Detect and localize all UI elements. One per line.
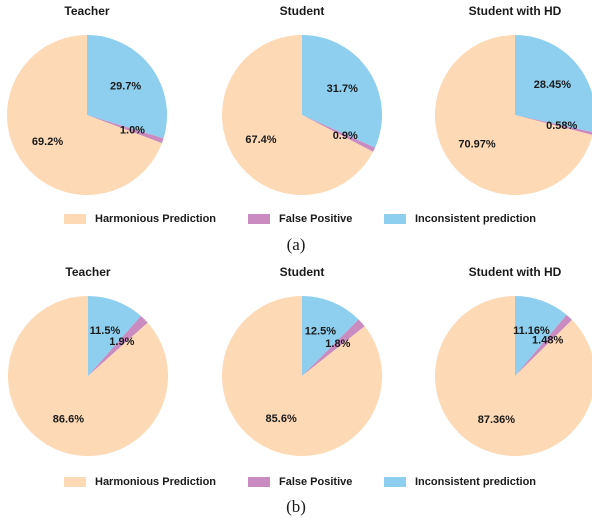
slice-label: 0.9% — [333, 130, 358, 142]
legend-label: Inconsistent prediction — [415, 213, 536, 225]
pie-slice — [87, 35, 167, 139]
legend-label: Harmonious Prediction — [95, 476, 216, 488]
legend-label: False Positive — [279, 213, 352, 225]
legend-swatch — [248, 214, 270, 224]
legend-swatch — [64, 214, 86, 224]
slice-label: 0.58% — [546, 120, 577, 132]
legend-swatch — [384, 477, 406, 487]
slice-label: 1.9% — [109, 336, 134, 348]
slice-label: 11.5% — [90, 325, 121, 337]
legend-swatch — [384, 214, 406, 224]
slice-label: 70.97% — [458, 138, 496, 150]
slice-label: 12.5% — [305, 326, 336, 338]
pie-slice — [88, 296, 141, 376]
pie-title: Teacher — [65, 265, 110, 279]
pie-title: Student — [280, 265, 325, 279]
pie-slice — [222, 35, 374, 195]
legend-swatch — [248, 477, 270, 487]
pie-slice — [88, 315, 148, 376]
pie-slice — [87, 115, 164, 144]
slice-label: 28.45% — [534, 79, 572, 91]
slice-label: 1.8% — [325, 338, 350, 350]
legend-label: False Positive — [279, 476, 352, 488]
slice-label: 29.7% — [110, 80, 141, 92]
pie-slice — [435, 296, 592, 456]
slice-label: 31.7% — [327, 83, 358, 95]
pie-slice — [515, 35, 592, 132]
slice-label: 1.48% — [532, 335, 563, 347]
pie-slice — [7, 296, 168, 457]
pie-slice — [435, 35, 592, 195]
slice-label: 69.2% — [32, 136, 63, 148]
legend-label: Harmonious Prediction — [95, 213, 216, 225]
pie-slice — [515, 115, 592, 135]
legend-label: Inconsistent prediction — [415, 476, 536, 488]
slice-label: 87.36% — [478, 414, 516, 426]
pie-title: Student with HD — [469, 265, 562, 279]
slice-label: 86.6% — [53, 414, 84, 426]
pie-title: Teacher — [64, 4, 109, 18]
pie-slice — [7, 35, 162, 195]
legend-swatch — [64, 477, 86, 487]
slice-label: 85.6% — [266, 413, 297, 425]
caption: (a) — [287, 235, 306, 254]
pie-slice — [302, 319, 365, 376]
caption: (b) — [286, 497, 306, 516]
pie-slice — [515, 296, 567, 376]
pie-slice — [221, 296, 382, 457]
slice-label: 67.4% — [245, 134, 276, 146]
slice-label: 11.16% — [513, 325, 550, 337]
pie-title: Student with HD — [469, 4, 562, 18]
slice-label: 1.0% — [120, 124, 145, 136]
pie-slice — [302, 115, 376, 152]
pie-slice — [302, 35, 383, 148]
pie-title: Student — [280, 4, 325, 18]
pie-slice — [515, 314, 573, 376]
pie-slice — [302, 296, 359, 376]
